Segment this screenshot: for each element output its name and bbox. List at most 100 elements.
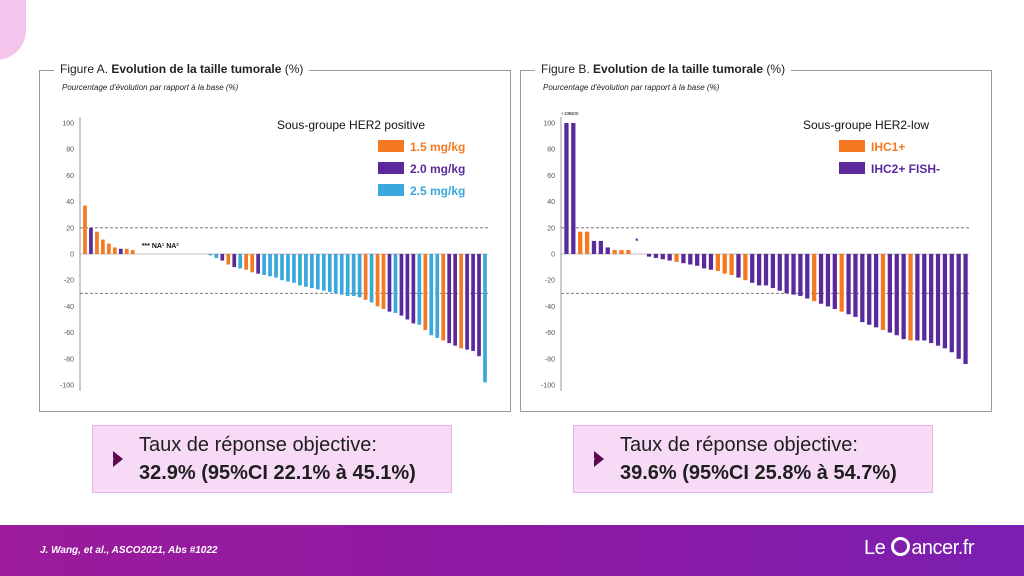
bar	[963, 254, 968, 365]
legend-swatch	[378, 184, 404, 196]
bar	[393, 254, 398, 313]
bar	[798, 254, 803, 296]
y-tick-label: 80	[547, 147, 555, 154]
figure-b-panel: Figure B. Evolution de la taille tumoral…	[520, 62, 992, 412]
bar	[399, 254, 404, 316]
figure-a-chart: 100 80 60 40 20 0 -20 -40 -60 -80 -100 *** NA¹ NA² S…	[60, 117, 488, 391]
figure-a-subtitle: Pourcentage d'évolution par rapport à la…	[62, 83, 239, 92]
bar	[860, 254, 865, 323]
bar	[292, 254, 296, 283]
bar	[280, 254, 284, 281]
chevron-right-icon	[109, 451, 123, 467]
bar	[935, 254, 941, 346]
footer-bar: J. Wang, et al., ASCO2021, Abs #1022 Le …	[0, 525, 1024, 576]
bar	[232, 254, 237, 268]
bar	[708, 254, 714, 270]
legend-label: IHC2+ FISH-	[871, 162, 940, 176]
bar	[471, 254, 475, 351]
response-value-b: 39.6% (95%CI 25.8% à 54.7%)	[620, 462, 897, 484]
chevron-right-icon	[590, 451, 604, 467]
bar	[784, 254, 789, 294]
legend-label: 2.5 mg/kg	[410, 184, 465, 198]
bar	[375, 254, 380, 307]
legend-title: Sous-groupe HER2-low	[803, 118, 929, 132]
figure-b-title-text: Evolution de la taille tumorale	[593, 62, 764, 76]
bar	[304, 254, 308, 287]
bar	[853, 254, 858, 317]
bar	[220, 254, 225, 261]
y-tick-label: 100	[62, 121, 74, 128]
bar	[873, 254, 879, 328]
bar	[619, 250, 624, 254]
bar	[571, 123, 576, 254]
bar	[369, 254, 374, 303]
bar	[956, 254, 961, 359]
bar	[915, 254, 920, 341]
logo-text-left: Le	[864, 537, 886, 559]
bar	[612, 250, 617, 254]
bar	[695, 254, 700, 266]
figure-a-title: Figure A. Evolution de la taille tumoral…	[54, 62, 310, 76]
bar	[423, 254, 428, 330]
legend-label: 2.0 mg/kg	[410, 162, 465, 176]
y-tick-label: -100	[541, 383, 555, 390]
y-tick-label: 0	[551, 252, 555, 259]
bar	[95, 231, 99, 254]
legend-swatch	[839, 140, 865, 152]
bar	[429, 254, 434, 336]
bar	[417, 254, 422, 325]
bar	[646, 254, 652, 257]
logo-text-right: ancer.fr	[911, 537, 975, 559]
lecancer-logo[interactable]: Le ancer.fr	[864, 537, 975, 560]
figure-a-title-text: Evolution de la taille tumorale	[111, 62, 282, 76]
bar	[584, 231, 590, 254]
bar	[564, 123, 569, 254]
bar	[729, 254, 734, 275]
bar	[208, 254, 213, 256]
bar	[363, 254, 368, 300]
bar	[722, 254, 727, 274]
y-tick-label: -20	[64, 278, 74, 285]
bar	[459, 254, 463, 349]
figure-a-label: Figure A.	[60, 62, 109, 76]
figure-a-panel: Figure A. Evolution de la taille tumoral…	[39, 62, 511, 412]
bar	[286, 254, 290, 282]
bar	[411, 254, 416, 324]
bar	[214, 254, 219, 258]
y-tick-label: -60	[64, 330, 74, 337]
logo-circle-icon	[891, 537, 911, 556]
bar	[483, 254, 487, 383]
bar	[447, 254, 452, 344]
bar	[791, 254, 796, 295]
y-tick-label: -40	[64, 304, 74, 311]
bar	[130, 250, 135, 254]
bar	[101, 239, 105, 254]
figure-b-title: Figure B. Evolution de la taille tumoral…	[535, 62, 792, 76]
bar	[715, 254, 720, 272]
bar	[805, 254, 810, 299]
figure-b-subtitle: Pourcentage d'évolution par rapport à la…	[543, 83, 720, 92]
bar	[942, 254, 948, 349]
y-tick-label: 0	[70, 252, 74, 259]
figure-b-title-unit: (%)	[766, 62, 786, 76]
bar	[605, 247, 610, 254]
bar	[756, 254, 762, 286]
bar	[880, 254, 886, 330]
legend-swatch	[378, 162, 404, 174]
legend-label: IHC1+	[871, 140, 905, 154]
figure-a-title-unit: (%)	[284, 62, 304, 76]
y-tick-label: -100	[60, 383, 74, 390]
legend-swatch	[839, 162, 865, 174]
bar	[674, 254, 679, 262]
bar	[839, 254, 844, 312]
bar	[598, 240, 603, 254]
bar	[688, 254, 693, 265]
bar	[256, 254, 260, 274]
bar	[107, 243, 111, 254]
y-tick-label: 20	[547, 225, 555, 232]
y-tick-label: 40	[547, 199, 555, 206]
bar	[681, 254, 686, 264]
bar	[89, 227, 93, 254]
bar	[387, 254, 392, 312]
bar	[894, 254, 899, 336]
